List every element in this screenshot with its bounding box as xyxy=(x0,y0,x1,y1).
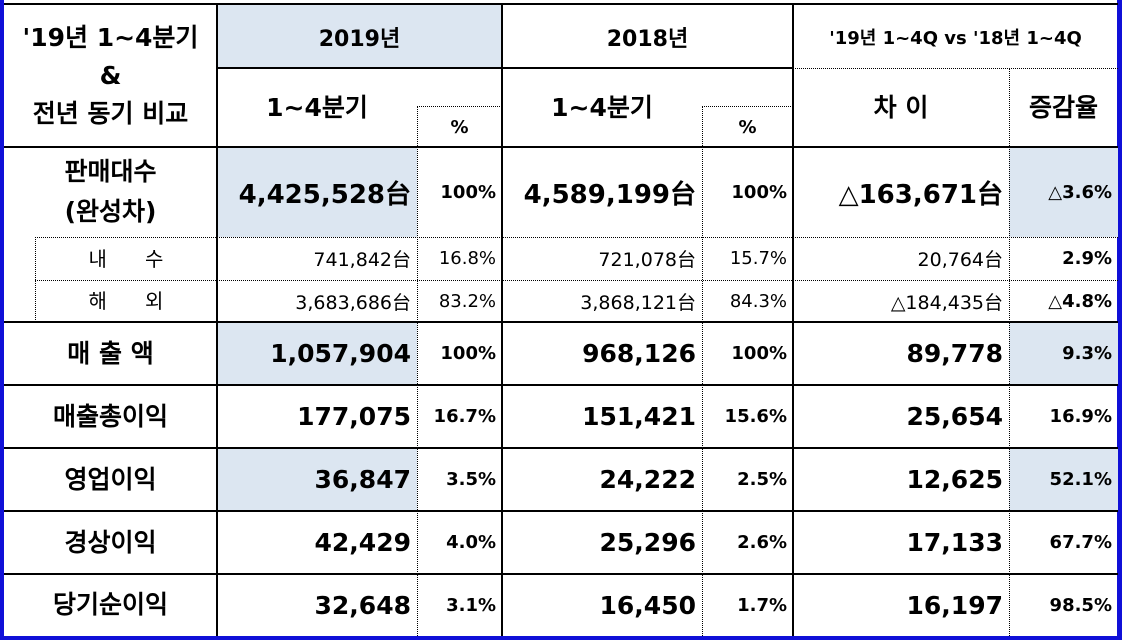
grid-line xyxy=(792,3,794,636)
dotted-line xyxy=(702,106,703,636)
change-rate: △4.8% xyxy=(1048,290,1112,312)
period-2019-header: 1~4분기 xyxy=(266,93,368,122)
dotted-line xyxy=(35,237,1118,238)
value-2018: 968,126 xyxy=(582,339,696,368)
value-2018: 24,222 xyxy=(599,465,696,494)
pct-2018: 2.5% xyxy=(737,469,787,490)
value-2019: 741,842台 xyxy=(313,249,411,271)
pct-2019: 100% xyxy=(440,181,496,203)
grid-line xyxy=(4,384,1118,386)
dotted-line xyxy=(417,106,418,636)
dotted-line xyxy=(35,237,36,322)
pct-2018: 100% xyxy=(731,181,787,203)
value-2018: 3,868,121台 xyxy=(580,291,696,314)
value-2018: 16,450 xyxy=(599,590,696,620)
value-2019: 177,075 xyxy=(297,402,411,431)
grid-line xyxy=(4,447,1118,449)
period-2018-header: 1~4분기 xyxy=(551,93,653,122)
corner-header: '19년 1~4분기 & 전년 동기 비교 xyxy=(4,5,217,147)
grid-line xyxy=(217,67,793,69)
value-2018: 721,078台 xyxy=(598,249,696,271)
row-label: 해 외 xyxy=(88,289,164,313)
pct-2019: 100% xyxy=(440,343,496,364)
value-2019: 36,847 xyxy=(217,448,417,511)
row-label: 매출총이익 xyxy=(52,401,168,431)
value-2018: 25,296 xyxy=(599,528,696,557)
grid-line xyxy=(4,573,1118,575)
row-label: 판매대수 (완성차) xyxy=(64,157,157,226)
value-2019: 1,057,904 xyxy=(217,322,417,385)
change-rate: 9.3% xyxy=(1009,322,1118,385)
difference: △163,671台 xyxy=(838,179,1003,210)
pct-2019: 83.2% xyxy=(438,290,496,312)
value-2019: 32,648 xyxy=(314,590,411,620)
row-label: 경상이익 xyxy=(64,527,157,557)
pct-2018: 15.7% xyxy=(729,248,787,269)
grid-line xyxy=(4,3,1118,5)
year-2018-header: 2018년 xyxy=(606,26,689,52)
grid-line xyxy=(4,321,1118,323)
pct-2019: 16.7% xyxy=(433,406,496,427)
grid-line xyxy=(216,3,218,636)
row-label: 매 출 액 xyxy=(67,338,154,368)
row-label: 내 수 xyxy=(88,246,164,271)
pct-2018: 84.3% xyxy=(729,290,787,312)
dotted-line xyxy=(702,106,793,107)
difference: 89,778 xyxy=(906,339,1003,368)
difference: 20,764台 xyxy=(917,249,1003,271)
dotted-line xyxy=(35,280,1118,281)
pct-2019-header: % xyxy=(450,116,469,138)
year-2019-header: 2019년 xyxy=(217,5,502,68)
pct-2019: 4.0% xyxy=(446,532,496,553)
grid-line xyxy=(4,146,1118,148)
grid-line xyxy=(501,3,503,636)
change-rate-header: 증감율 xyxy=(1028,93,1098,122)
dotted-line xyxy=(1009,68,1010,636)
row-label: 영업이익 xyxy=(64,464,157,494)
dotted-line xyxy=(417,106,502,107)
pct-2018: 15.6% xyxy=(724,406,787,427)
grid-line xyxy=(4,510,1118,512)
pct-2019: 16.8% xyxy=(438,248,496,269)
difference-header: 차 이 xyxy=(873,93,929,122)
corner-line-2: & xyxy=(99,61,122,90)
change-rate: 16.9% xyxy=(1049,406,1112,427)
pct-2018: 100% xyxy=(731,343,787,364)
difference: 17,133 xyxy=(906,528,1003,557)
value-2019: 3,683,686台 xyxy=(295,291,411,314)
change-rate: △3.6% xyxy=(1009,147,1118,237)
value-2018: 4,589,199台 xyxy=(523,179,696,210)
difference: 12,625 xyxy=(906,465,1003,494)
dotted-line xyxy=(793,68,1118,69)
corner-line-3: 전년 동기 비교 xyxy=(32,99,189,128)
pct-2018-header: % xyxy=(738,116,757,138)
pct-2018: 2.6% xyxy=(737,532,787,553)
change-rate: 98.5% xyxy=(1049,594,1112,616)
value-2019: 4,425,528台 xyxy=(217,147,417,237)
change-rate: 2.9% xyxy=(1062,248,1112,269)
pct-2019: 3.1% xyxy=(446,594,496,616)
difference: 25,654 xyxy=(906,402,1003,431)
difference: 16,197 xyxy=(906,590,1003,620)
change-rate: 52.1% xyxy=(1009,448,1118,511)
pct-2019: 3.5% xyxy=(446,469,496,490)
value-2019: 42,429 xyxy=(314,528,411,557)
pct-2018: 1.7% xyxy=(737,594,787,616)
corner-line-1: '19년 1~4분기 xyxy=(22,23,199,52)
difference: △184,435台 xyxy=(890,291,1003,314)
value-2018: 151,421 xyxy=(582,402,696,431)
change-rate: 67.7% xyxy=(1049,532,1112,553)
row-label: 당기순이익 xyxy=(52,590,168,619)
comparison-header: '19년 1~4Q vs '18년 1~4Q xyxy=(829,27,1082,49)
